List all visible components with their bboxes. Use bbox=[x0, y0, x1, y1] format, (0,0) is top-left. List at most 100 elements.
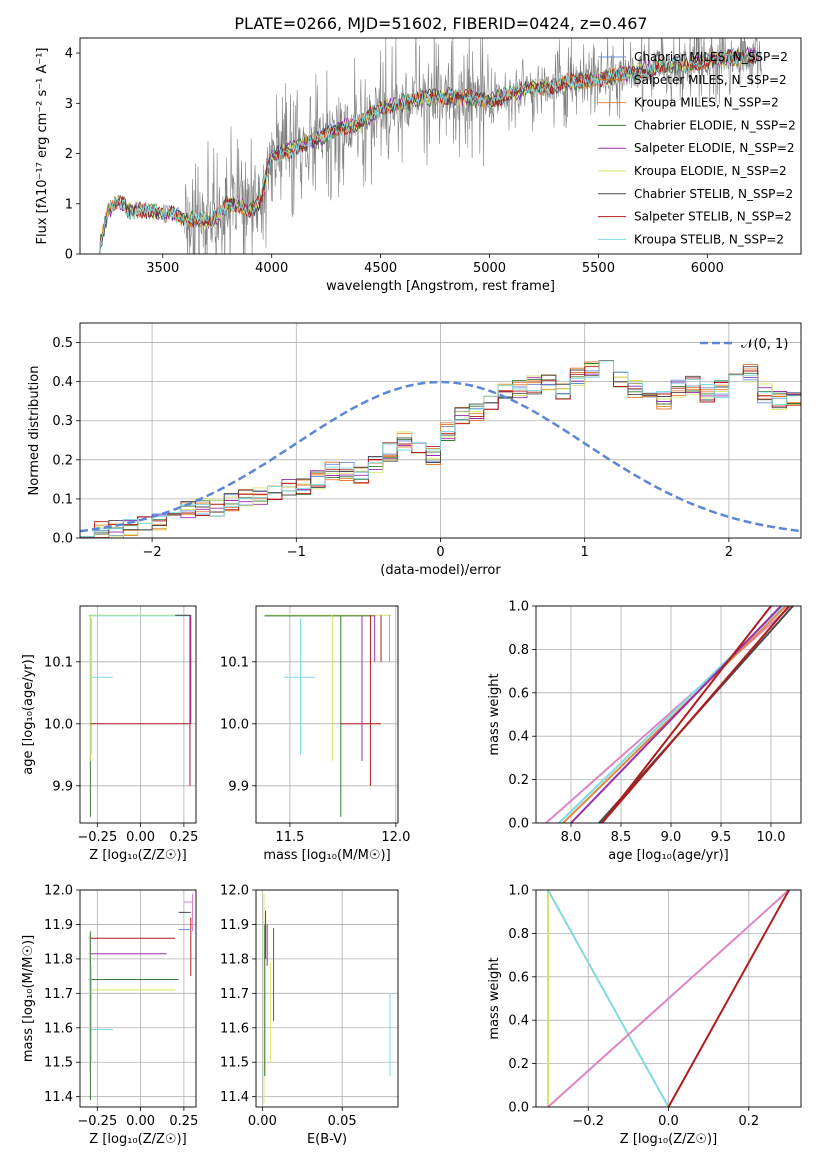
legend-label: Salpeter MILES, N_SSP=2 bbox=[634, 73, 787, 87]
x-tick-label: 0.0 bbox=[658, 1114, 679, 1129]
cumulative-age-plot-area bbox=[545, 606, 794, 823]
age-vs-mass-panel: 11.5 12.0 9.9 10.0 10.1 mass [log₁₀(M/M☉)] bbox=[220, 605, 410, 863]
y-tick-label: 0.0 bbox=[52, 532, 73, 547]
y-tick-label: 0.8 bbox=[508, 927, 529, 942]
mass-vs-Z-frame bbox=[79, 889, 197, 1108]
x-tick-label: 11.5 bbox=[275, 830, 304, 845]
y-tick-label: 11.5 bbox=[220, 1056, 249, 1071]
cumulative-z-line bbox=[667, 890, 790, 1107]
cumulative-z-line bbox=[547, 890, 670, 1107]
residuals-frame bbox=[79, 322, 802, 539]
x-tick-label: 3500 bbox=[146, 261, 179, 276]
legend-label: Chabrier ELODIE, N_SSP=2 bbox=[634, 118, 796, 132]
y-tick-label: 0 bbox=[65, 248, 73, 263]
mass-vs-Z-plot-area bbox=[88, 893, 194, 1101]
y-tick-label: 0.1 bbox=[52, 492, 73, 507]
cumulative-Z-panel: −0.2 0.0 0.2 0.0 0.2 0.4 0.6 0.8 1.0 Z [log₁₀(Z/Z… bbox=[487, 884, 802, 1147]
y-tick-label: 1.0 bbox=[508, 600, 529, 615]
panels: 3500 4000 4500 5000 5500 6000 0 1 2 3 4 wavelength … bbox=[21, 37, 802, 1148]
x-tick-label: −0.25 bbox=[77, 830, 117, 845]
x-tick-label: 0.05 bbox=[328, 1114, 357, 1129]
y-axis-label: Flux [fλ10⁻¹⁷ erg cm⁻² s⁻¹ A⁻¹] bbox=[35, 48, 50, 245]
y-tick-label: 4 bbox=[65, 47, 73, 62]
legend-label: Kroupa STELIB, N_SSP=2 bbox=[634, 232, 784, 246]
x-tick-label: 10.0 bbox=[757, 830, 786, 845]
cumulative-age-line bbox=[545, 606, 792, 823]
legend-label: Kroupa ELODIE, N_SSP=2 bbox=[634, 164, 787, 178]
age-vs-Z-plot-area bbox=[88, 614, 192, 817]
age-vs-mass-frame bbox=[255, 605, 399, 824]
legend-label: Salpeter STELIB, N_SSP=2 bbox=[634, 210, 792, 224]
age-vs-Z-panel: −0.25 0.00 0.25 9.9 10.0 10.1 Z [log₁₀(Z/Z☉)] a… bbox=[21, 605, 198, 863]
spectrum-title: PLATE=0266, MJD=51602, FIBERID=0424, z=0… bbox=[234, 14, 647, 33]
cumulative-age-panel: 8.0 8.5 9.0 9.5 10.0 0.0 0.2 0.4 0.6 0.8 1.0 age [l… bbox=[487, 600, 802, 863]
x-tick-label: 6000 bbox=[691, 261, 724, 276]
y-tick-label: 1.0 bbox=[508, 884, 529, 899]
gaussian-curve bbox=[80, 380, 801, 533]
y-tick-label: 3 bbox=[65, 97, 73, 112]
y-tick-label: 11.7 bbox=[220, 987, 249, 1002]
x-tick-label: −0.2 bbox=[572, 1114, 604, 1129]
x-tick-label: 0.00 bbox=[126, 830, 155, 845]
x-tick-label: −0.25 bbox=[77, 1114, 117, 1129]
x-tick-label: 8.5 bbox=[611, 830, 632, 845]
x-tick-label: −1 bbox=[287, 545, 306, 560]
y-axis-label: age [log₁₀(age/yr)] bbox=[21, 654, 36, 775]
y-tick-label: 0.2 bbox=[508, 1057, 529, 1072]
x-axis-label: mass [log₁₀(M/M☉)] bbox=[263, 848, 390, 863]
y-tick-label: 11.6 bbox=[44, 1021, 73, 1036]
legend-label: Chabrier MILES, N_SSP=2 bbox=[634, 50, 788, 64]
x-tick-label: 0.00 bbox=[248, 1114, 277, 1129]
x-tick-label: 4500 bbox=[364, 261, 397, 276]
y-tick-label: 12.0 bbox=[220, 884, 249, 899]
legend-label: Chabrier STELIB, N_SSP=2 bbox=[634, 187, 793, 201]
spectrum-plot-area bbox=[97, 38, 762, 254]
y-tick-label: 11.4 bbox=[44, 1090, 73, 1105]
cumulative-age-frame bbox=[535, 605, 802, 824]
y-tick-label: 0.2 bbox=[508, 773, 529, 788]
y-tick-label: 9.9 bbox=[52, 779, 73, 794]
age-vs-mass-plot-area bbox=[264, 614, 392, 817]
y-tick-label: 11.7 bbox=[44, 987, 73, 1002]
y-tick-label: 11.6 bbox=[220, 1021, 249, 1036]
x-axis-label: age [log₁₀(age/yr)] bbox=[608, 848, 729, 863]
y-tick-label: 1 bbox=[65, 197, 73, 212]
y-axis-label: Normed distribution bbox=[27, 366, 42, 496]
x-tick-label: 4000 bbox=[255, 261, 288, 276]
cumulative-age-line bbox=[570, 606, 782, 823]
model-spectrum-salpeter-stelib bbox=[97, 49, 758, 254]
y-tick-label: 10.1 bbox=[220, 655, 249, 670]
y-tick-label: 0.4 bbox=[52, 375, 73, 390]
spectrum-legend: Chabrier MILES, N_SSP=2 Salpeter MILES, N… bbox=[598, 50, 796, 246]
x-tick-label: 0.25 bbox=[169, 830, 198, 845]
y-tick-label: 10.1 bbox=[44, 655, 73, 670]
model-spectrum-chabrier-stelib bbox=[97, 48, 758, 254]
y-tick-label: 0.6 bbox=[508, 970, 529, 985]
y-tick-label: 2 bbox=[65, 147, 73, 162]
y-axis-label: mass [log₁₀(M/M☉)] bbox=[21, 935, 36, 1062]
mass-vs-Z-panel: −0.25 0.00 0.25 11.4 11.5 11.6 11.7 11.8 11.9 12.… bbox=[21, 884, 198, 1148]
y-tick-label: 0.5 bbox=[52, 336, 73, 351]
x-tick-label: 0.25 bbox=[169, 1114, 198, 1129]
x-tick-label: 1 bbox=[581, 545, 589, 560]
spectrum-frame bbox=[79, 37, 802, 255]
y-tick-label: 0.3 bbox=[52, 414, 73, 429]
residuals-panel: −2 −1 0 1 2 0.0 0.1 0.2 0.3 0.4 0.5 (data-model)/er… bbox=[27, 322, 802, 578]
y-tick-label: 11.9 bbox=[44, 918, 73, 933]
x-axis-label: Z [log₁₀(Z/Z☉)] bbox=[620, 1132, 717, 1147]
x-tick-label: 8.0 bbox=[561, 830, 582, 845]
cumulative-age-line bbox=[601, 606, 790, 823]
age-vs-Z-frame bbox=[79, 605, 197, 824]
y-tick-label: 12.0 bbox=[44, 884, 73, 899]
y-tick-label: 0.8 bbox=[508, 643, 529, 658]
y-tick-label: 11.5 bbox=[44, 1056, 73, 1071]
y-tick-label: 11.8 bbox=[220, 952, 249, 967]
x-tick-label: 2 bbox=[725, 545, 733, 560]
x-tick-label: 9.0 bbox=[661, 830, 682, 845]
x-tick-label: 12.0 bbox=[381, 830, 410, 845]
x-tick-label: 5000 bbox=[473, 261, 506, 276]
legend-label: Kroupa MILES, N_SSP=2 bbox=[634, 96, 779, 110]
y-tick-label: 10.0 bbox=[44, 717, 73, 732]
x-axis-label: Z [log₁₀(Z/Z☉)] bbox=[89, 848, 186, 863]
